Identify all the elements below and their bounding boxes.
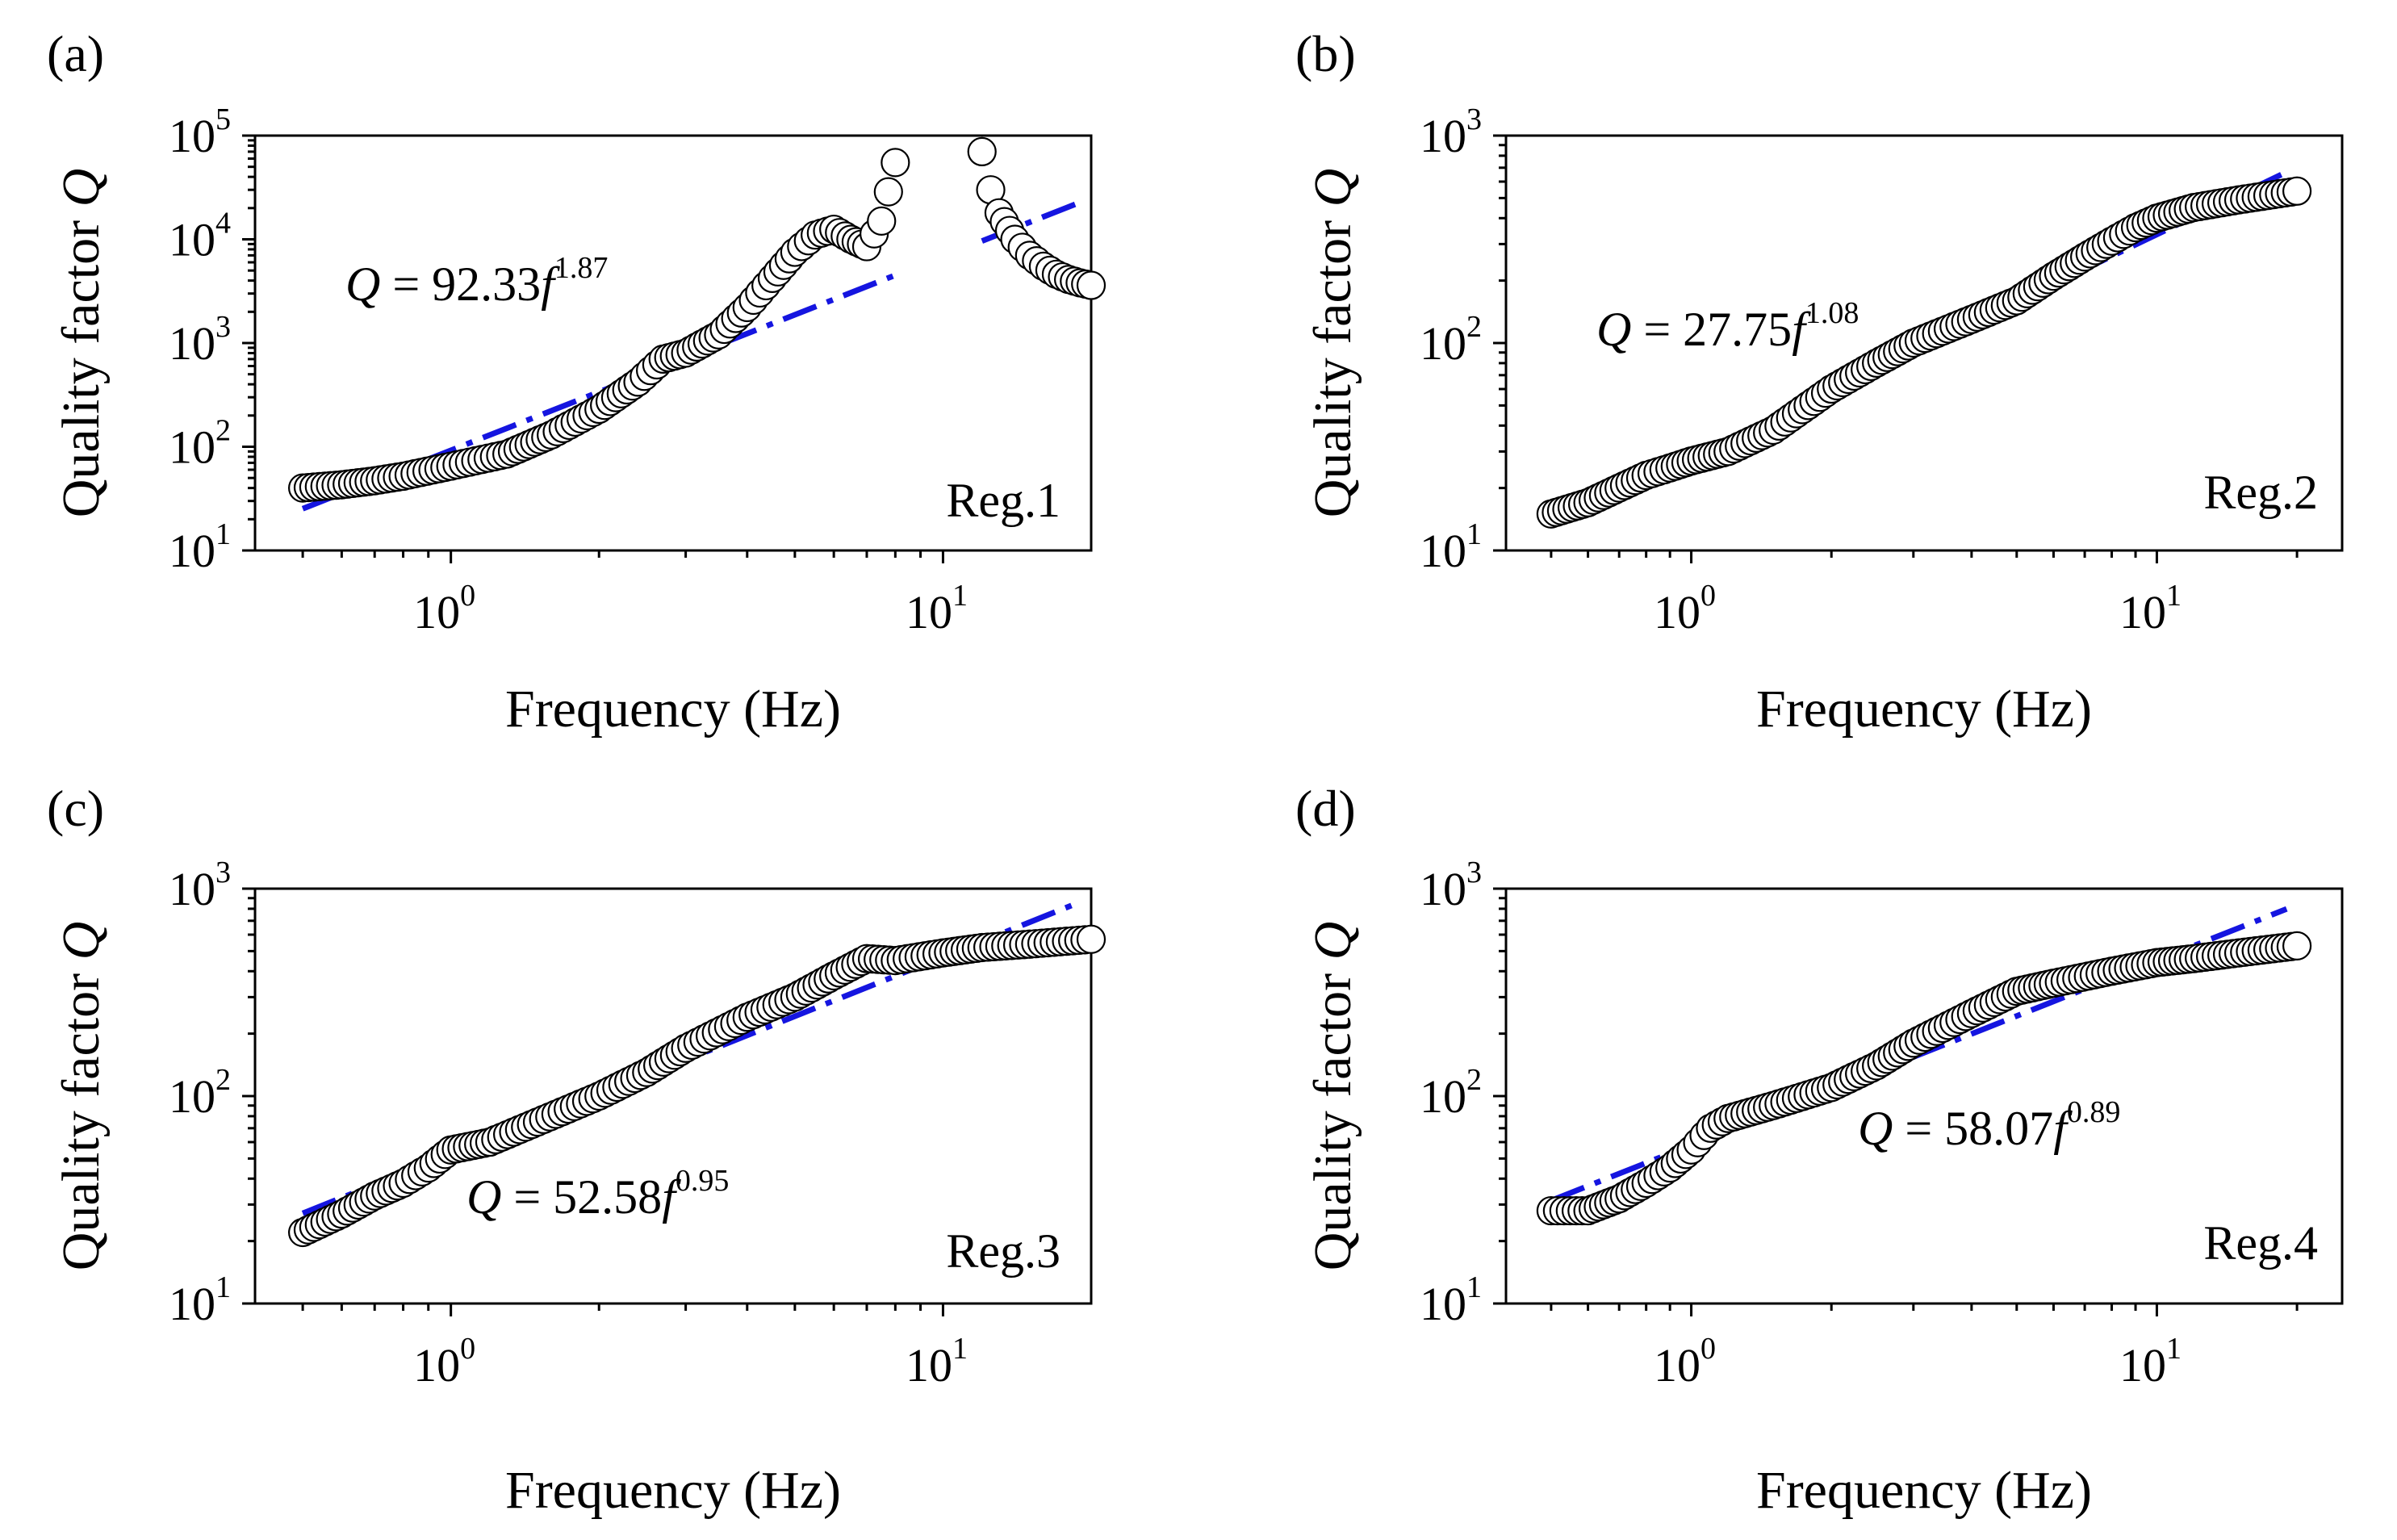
y-tick-label: 101 <box>1420 1270 1482 1330</box>
panel-b: (b) 101 102 103 100 101 Q = 27.75f1.08 Reg.2… <box>1295 25 2344 739</box>
equation: Q = 27.75f1.08 <box>1596 296 1859 356</box>
equation-exponent: 1.87 <box>554 251 609 285</box>
equation-coefficient: = 52.58 <box>501 1170 662 1224</box>
panel-a: (a) 101 102 103 104 105 100 101 Q = 92.33f1.87… <box>47 25 1106 739</box>
y-axis-label-prefix: Quality factor <box>52 960 111 1270</box>
y-tick-label: 104 <box>169 207 231 266</box>
y-axis-label: Quality factor Q <box>1303 169 1362 518</box>
y-tick-label: 101 <box>169 517 231 577</box>
equation: Q = 92.33f1.87 <box>345 251 608 311</box>
x-axis-label: Frequency (Hz) <box>1756 680 2092 739</box>
tick-group: 101 102 103 100 101 <box>1420 856 2299 1391</box>
x-axis-label: Frequency (Hz) <box>1756 1461 2092 1520</box>
panel-label: (c) <box>47 780 104 837</box>
y-tick-label: 103 <box>169 856 231 915</box>
region-label: Reg.4 <box>2203 1216 2318 1270</box>
data-points <box>287 136 1106 503</box>
equation-coefficient: = 58.07 <box>1893 1102 2053 1155</box>
x-axis-label: Frequency (Hz) <box>505 680 841 739</box>
y-tick-label: 102 <box>1420 310 1482 370</box>
y-axis-label: Quality factor Q <box>1303 922 1362 1271</box>
equation-lhs: Q <box>466 1170 501 1224</box>
panel-label: (d) <box>1295 780 1356 837</box>
data-point <box>881 148 910 178</box>
x-tick-label: 100 <box>1654 579 1716 638</box>
x-tick-label: 101 <box>2119 1332 2182 1391</box>
y-axis-label-symbol: Q <box>1303 922 1362 960</box>
y-tick-label: 103 <box>1420 103 1482 162</box>
panel-d: (d) 101 102 103 100 101 Q = 58.07f0.89 Reg.4… <box>1295 780 2344 1520</box>
panel-label: (a) <box>47 25 104 82</box>
data-point <box>1076 924 1106 954</box>
y-tick-label: 102 <box>1420 1063 1482 1123</box>
equation-exponent: 0.89 <box>2067 1095 2121 1129</box>
x-tick-label: 100 <box>413 579 475 638</box>
fit-line <box>301 272 897 512</box>
y-tick-label: 105 <box>169 103 231 162</box>
equation-lhs: Q <box>1596 303 1631 356</box>
equation: Q = 52.58f0.95 <box>466 1164 729 1224</box>
y-tick-label: 103 <box>1420 856 1482 915</box>
x-axis-label: Frequency (Hz) <box>505 1461 841 1520</box>
data-point <box>867 206 897 236</box>
equation-lhs: Q <box>1858 1102 1893 1155</box>
y-tick-label: 101 <box>169 1270 231 1330</box>
y-axis-label-prefix: Quality factor <box>1303 207 1362 517</box>
data-point <box>2282 931 2312 960</box>
data-point <box>967 136 997 167</box>
panel-label: (b) <box>1295 25 1356 82</box>
y-axis-label-symbol: Q <box>1303 169 1362 207</box>
data-points <box>287 924 1106 1248</box>
data-point <box>2282 176 2312 206</box>
x-tick-label: 101 <box>2119 579 2182 638</box>
equation-exponent: 1.08 <box>1805 296 1859 330</box>
y-tick-label: 102 <box>169 414 231 474</box>
region-label: Reg.1 <box>946 474 1060 527</box>
region-label: Reg.2 <box>2203 466 2318 519</box>
y-tick-label: 103 <box>169 310 231 370</box>
y-axis-label-symbol: Q <box>52 169 111 207</box>
tick-group: 101 102 103 100 101 <box>169 856 968 1391</box>
equation: Q = 58.07f0.89 <box>1858 1095 2120 1155</box>
data-points <box>1536 931 2312 1226</box>
y-tick-label: 102 <box>169 1063 231 1123</box>
tick-group: 101 102 103 100 101 <box>1420 103 2299 638</box>
y-axis-label-symbol: Q <box>52 922 111 960</box>
equation-coefficient: = 92.33 <box>380 257 541 311</box>
equation-lhs: Q <box>345 257 380 311</box>
tick-group: 101 102 103 104 105 100 101 <box>169 103 968 638</box>
panel-c: (c) 101 102 103 100 101 Q = 52.58f0.95 Reg.3… <box>47 780 1106 1520</box>
data-points <box>1536 176 2312 529</box>
y-tick-label: 101 <box>1420 517 1482 577</box>
x-tick-label: 101 <box>906 1332 968 1391</box>
equation-coefficient: = 27.75 <box>1631 303 1792 356</box>
x-tick-label: 100 <box>1654 1332 1716 1391</box>
data-point <box>1076 270 1106 300</box>
y-axis-label: Quality factor Q <box>52 169 111 518</box>
x-tick-label: 100 <box>413 1332 475 1391</box>
equation-exponent: 0.95 <box>676 1164 730 1198</box>
data-point <box>873 177 903 207</box>
y-axis-label: Quality factor Q <box>52 922 111 1271</box>
region-label: Reg.3 <box>946 1224 1060 1278</box>
y-axis-label-prefix: Quality factor <box>52 207 111 517</box>
x-tick-label: 101 <box>906 579 968 638</box>
y-axis-label-prefix: Quality factor <box>1303 960 1362 1270</box>
